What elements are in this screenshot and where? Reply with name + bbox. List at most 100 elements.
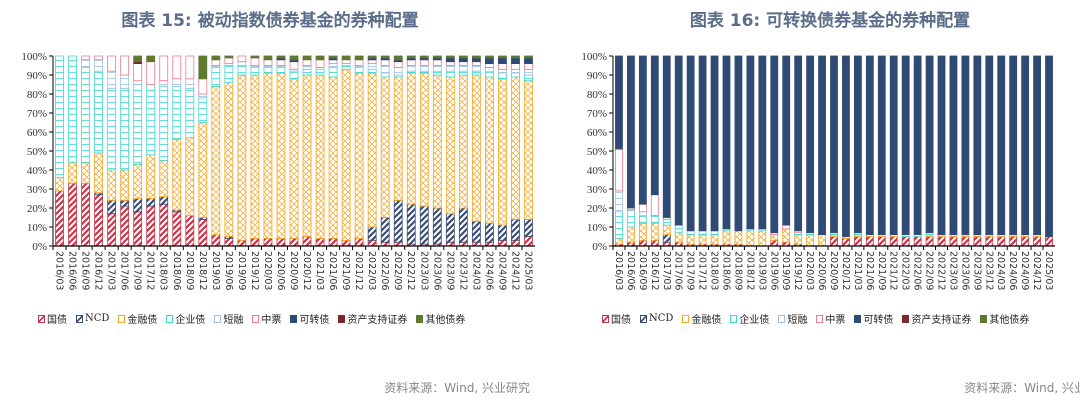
legend-label: 可转债: [863, 315, 894, 326]
x-tick-label: 2022/09: [392, 251, 403, 290]
bar-segment-金融债: [120, 169, 130, 201]
bar-segment-短融: [237, 61, 247, 66]
x-tick-label: 2020/06: [275, 251, 286, 290]
legend-swatch: [602, 314, 609, 323]
legend-label: NCD: [85, 313, 110, 324]
bar-segment-中票: [276, 59, 286, 66]
legend-swatch: [980, 314, 988, 323]
source-note: 资料来源：Wind, 兴业研究: [964, 381, 1080, 395]
chart-legend: 国债 NCD 金融债 企业债 短融 中票 可转债 资产支持证券 其他债券: [602, 311, 1029, 326]
legend-swatch: [816, 314, 824, 323]
x-tick-label: 2018/12: [744, 251, 755, 290]
bar-segment-国债: [511, 239, 520, 247]
bar-segment-金融债: [471, 74, 481, 222]
y-tick-label: 50%: [27, 146, 47, 158]
bar-segment-可转债: [615, 55, 623, 150]
x-tick-label: 2023/03: [947, 251, 958, 290]
legend-swatch: [166, 314, 174, 323]
bar-segment-金融债: [662, 224, 671, 236]
bar-segment-其他债券: [198, 55, 208, 80]
legend-swatch: [76, 314, 83, 323]
bar-segment-可转债: [794, 55, 803, 232]
bar-segment-国债: [842, 237, 850, 247]
bar-segment-其他债券: [367, 55, 377, 59]
bar-segment-金融债: [250, 74, 260, 239]
legend-item: NCD: [76, 311, 109, 326]
chart-title: 图表 16: 可转换债券基金的券种配置: [689, 11, 971, 31]
x-tick-label: 2022/09: [924, 251, 935, 290]
legend-item: 金融债: [682, 311, 721, 326]
bar-segment-金融债: [782, 228, 791, 243]
bar-segment-中票: [367, 59, 377, 64]
bar-segment-其他债券: [302, 55, 312, 61]
bar-segment-短融: [615, 190, 623, 213]
bar-segment-金融债: [55, 177, 64, 192]
bar-segment-短融: [393, 67, 403, 76]
x-tick-label: 2025/03: [522, 251, 533, 290]
bar-segment-国债: [302, 236, 312, 247]
bar-segment-其他债券: [432, 55, 442, 59]
bar-segment-国债: [94, 194, 103, 247]
bar-segment-金融债: [380, 76, 390, 218]
bar-segment-其他债券: [276, 55, 286, 59]
bar-segment-可转债: [458, 57, 468, 63]
bar-segment-其他债券: [511, 55, 520, 59]
bar-segment-中票: [185, 55, 195, 80]
bar-segment-中票: [485, 63, 494, 68]
x-tick-label: 2019/12: [249, 251, 260, 290]
x-tick-label: 2021/12: [353, 251, 364, 290]
bar-segment-NCD: [120, 199, 130, 207]
legend-label: 短融: [787, 315, 808, 326]
bar-segment-国债: [961, 236, 970, 247]
bar-segment-国债: [877, 236, 886, 247]
bar-segment-可转债: [511, 57, 520, 65]
legend-item: 企业债: [730, 311, 769, 326]
bar-segment-企业债: [638, 215, 647, 224]
bar-segment-企业债: [263, 67, 273, 74]
legend-item: 国债: [602, 311, 631, 326]
x-tick-label: 2018/09: [732, 251, 743, 290]
y-tick-label: 0%: [592, 241, 607, 253]
bar-segment-短融: [471, 65, 481, 72]
bar-segment-其他债券: [354, 55, 364, 61]
legend-item: 金融债: [118, 311, 157, 326]
bar-segment-可转债: [830, 55, 838, 234]
x-tick-label: 2021/09: [340, 251, 351, 290]
x-tick-label: 2020/09: [288, 251, 299, 290]
bar-segment-其他债券: [380, 55, 390, 59]
bar-segment-中票: [107, 55, 117, 72]
bar-segment-国债: [276, 237, 286, 247]
y-tick-label: 80%: [27, 89, 47, 101]
bar-segment-金融债: [638, 222, 647, 241]
x-tick-label: 2021/03: [852, 251, 863, 290]
x-tick-label: 2024/03: [470, 251, 481, 290]
x-tick-label: 2020/12: [301, 251, 312, 290]
bar-segment-企业债: [94, 70, 103, 154]
bar-segment-可转债: [949, 55, 958, 236]
x-tick-label: 2020/03: [804, 251, 815, 290]
bar-segment-可转债: [746, 55, 755, 230]
bar-segment-其他债券: [328, 55, 338, 59]
bar-segment-可转债: [722, 55, 731, 230]
bar-segment-国债: [146, 205, 156, 247]
bar-segment-国债: [638, 239, 647, 247]
x-tick-label: 2022/06: [379, 251, 390, 290]
bar-segment-可转债: [889, 55, 898, 236]
bar-segment-企业债: [237, 65, 247, 76]
bar-segment-国债: [1009, 236, 1018, 247]
bar-segment-短融: [419, 65, 429, 72]
legend-label: 金融债: [127, 315, 158, 326]
chart-convertible-bond-funds: 图表 16: 可转换债券基金的券种配置 0% 10% 20% 30% 40% 50% 60%…: [560, 0, 1080, 404]
bar-segment-企业债: [445, 70, 455, 78]
y-tick-label: 100%: [581, 51, 607, 63]
bar-segment-可转债: [818, 55, 826, 236]
bar-segment-中票: [380, 59, 390, 66]
bar-segment-国债: [997, 236, 1006, 247]
bar-segment-国债: [1045, 236, 1053, 247]
x-tick-label: 2016/06: [67, 251, 78, 290]
bar-segment-可转债: [758, 55, 767, 230]
legend-label: 国债: [611, 315, 631, 326]
bar-segment-短融: [185, 78, 195, 89]
bar-segment-企业债: [289, 70, 299, 80]
x-tick-label: 2016/09: [80, 251, 91, 290]
